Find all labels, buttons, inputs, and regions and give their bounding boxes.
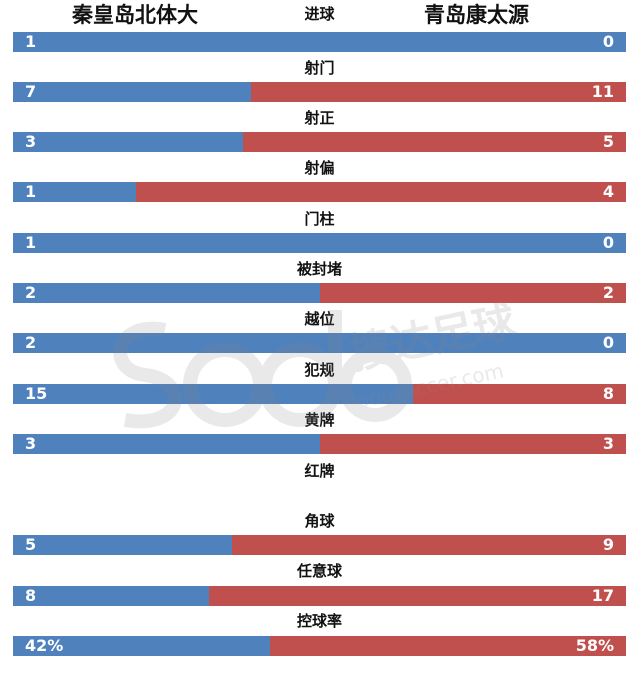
home-value: 3 bbox=[25, 434, 37, 453]
home-value: 42% bbox=[25, 636, 64, 655]
home-value: 5 bbox=[25, 535, 37, 554]
away-value: 2 bbox=[602, 283, 614, 302]
home-bar-segment bbox=[13, 333, 626, 353]
stat-label: 角球 bbox=[304, 512, 335, 530]
away-bar-segment bbox=[242, 132, 626, 152]
away-bar-segment bbox=[231, 535, 626, 555]
stat-label: 红牌 bbox=[304, 462, 335, 480]
home-bar-segment bbox=[13, 434, 320, 454]
away-value: 5 bbox=[602, 132, 614, 151]
stat-label: 射偏 bbox=[304, 159, 335, 177]
away-team-name: 青岛康太源 bbox=[424, 3, 529, 27]
home-bar-segment bbox=[13, 535, 232, 555]
stat-label: 进球 bbox=[304, 5, 335, 23]
home-value: 3 bbox=[25, 132, 37, 151]
away-bar-segment bbox=[319, 283, 626, 303]
home-bar-segment bbox=[13, 132, 243, 152]
away-bar-segment bbox=[270, 636, 626, 656]
stat-bar: 7 11 bbox=[13, 82, 626, 102]
home-value: 1 bbox=[25, 233, 37, 252]
away-value: 0 bbox=[602, 32, 614, 51]
home-bar-segment bbox=[13, 182, 136, 202]
stat-label: 越位 bbox=[304, 310, 335, 328]
away-bar-segment bbox=[412, 384, 626, 404]
home-value: 15 bbox=[25, 384, 48, 403]
home-bar-segment bbox=[13, 32, 626, 52]
away-bar-segment bbox=[209, 586, 626, 606]
away-bar-segment bbox=[135, 182, 626, 202]
away-value: 8 bbox=[602, 384, 614, 403]
stat-label: 射门 bbox=[304, 59, 335, 77]
stat-bar: 8 17 bbox=[13, 586, 626, 606]
home-value: 7 bbox=[25, 82, 37, 101]
away-value: 58% bbox=[575, 636, 614, 655]
stat-label: 门柱 bbox=[304, 210, 335, 228]
stat-label: 被封堵 bbox=[296, 260, 342, 278]
home-team-name: 秦皇岛北体大 bbox=[72, 3, 198, 27]
home-bar-segment bbox=[13, 82, 252, 102]
stat-label: 射正 bbox=[304, 109, 335, 127]
away-bar-segment bbox=[251, 82, 626, 102]
away-value: 11 bbox=[591, 82, 614, 101]
stat-label: 黄牌 bbox=[304, 411, 335, 429]
stat-label: 犯规 bbox=[304, 361, 335, 379]
away-value: 4 bbox=[602, 182, 614, 201]
stat-label: 任意球 bbox=[296, 562, 342, 580]
stat-label: 控球率 bbox=[296, 612, 342, 630]
home-value: 8 bbox=[25, 586, 37, 605]
away-value: 17 bbox=[591, 586, 614, 605]
home-value: 2 bbox=[25, 333, 37, 352]
home-bar-segment bbox=[13, 384, 413, 404]
home-bar-segment bbox=[13, 233, 626, 253]
stat-bar: 15 8 bbox=[13, 384, 626, 404]
home-bar-segment bbox=[13, 586, 210, 606]
home-value: 1 bbox=[25, 32, 37, 51]
home-bar-segment bbox=[13, 283, 320, 303]
away-value: 9 bbox=[602, 535, 614, 554]
home-bar-segment bbox=[13, 636, 271, 656]
away-value: 0 bbox=[602, 233, 614, 252]
away-value: 3 bbox=[602, 434, 614, 453]
away-bar-segment bbox=[319, 434, 626, 454]
home-value: 1 bbox=[25, 182, 37, 201]
home-value: 2 bbox=[25, 283, 37, 302]
away-value: 0 bbox=[602, 333, 614, 352]
stat-bar: 42% 58% bbox=[13, 636, 626, 656]
